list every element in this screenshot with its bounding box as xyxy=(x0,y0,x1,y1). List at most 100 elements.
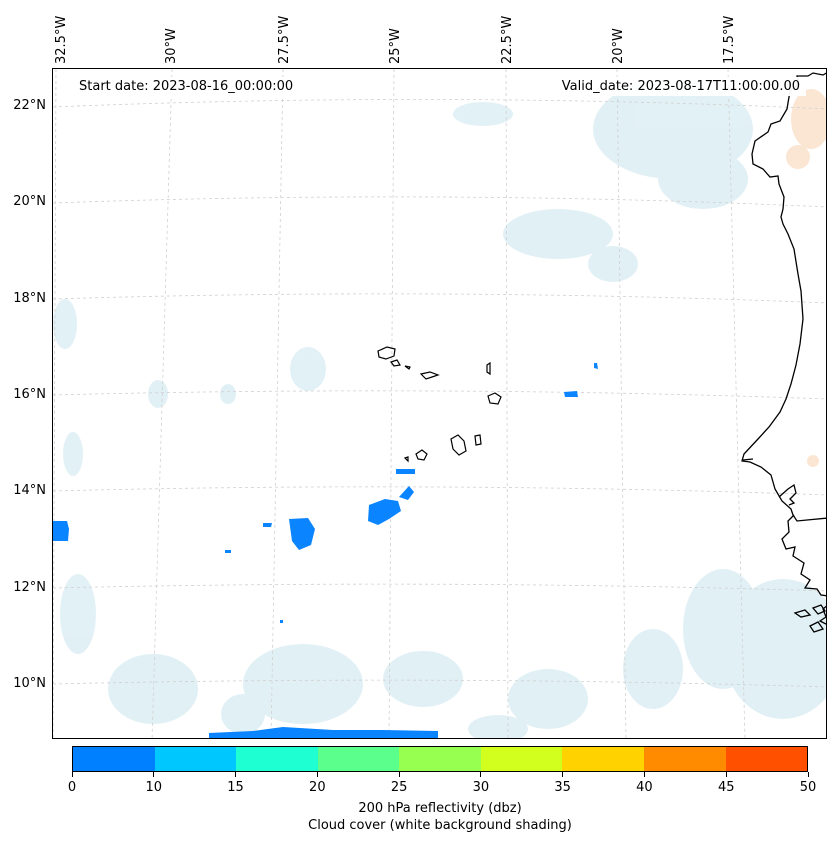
cloud-patch xyxy=(683,569,763,689)
lon-label-32-5w: 32.5°W xyxy=(54,15,69,64)
colorbar-subtitle: Cloud cover (white background shading) xyxy=(308,818,572,833)
colorbar-tick xyxy=(235,772,237,777)
coast-guinea xyxy=(818,605,826,625)
colorbar-title: 200 hPa reflectivity (dbz) xyxy=(358,801,522,816)
lon-label-20w: 20°W xyxy=(611,28,626,64)
colorbar xyxy=(72,746,808,772)
lat-label-18n: 18°N xyxy=(13,291,46,306)
reflectivity-cell xyxy=(594,363,598,369)
grid-lat xyxy=(53,679,826,688)
lon-label-22-5w: 22.5°W xyxy=(500,15,515,64)
colorbar-tick xyxy=(725,772,727,777)
cloud-patch xyxy=(383,651,463,707)
cloud-patch xyxy=(243,644,363,724)
grid-lon xyxy=(53,69,57,738)
colorbar-tick xyxy=(71,772,73,777)
grid-lat xyxy=(53,390,826,400)
island-maio xyxy=(474,434,482,446)
reflectivity-band xyxy=(209,727,438,738)
reflectivity-cell xyxy=(225,550,231,553)
lat-label-16n: 16°N xyxy=(13,387,46,402)
colorbar-segment xyxy=(399,747,481,771)
cloud-patch xyxy=(468,715,528,738)
colorbar-segment xyxy=(562,747,644,771)
coast-bijagos-1 xyxy=(793,609,812,618)
colorbar-tick xyxy=(480,772,482,777)
coast-mauritania-senegal xyxy=(741,72,826,522)
colorbar-tick-label: 35 xyxy=(554,780,571,795)
cloud-patch xyxy=(658,149,748,209)
colorbar-tick xyxy=(316,772,318,777)
island-santa-luzia xyxy=(404,365,411,370)
lat-label-10n: 10°N xyxy=(13,676,46,691)
lon-label-27-5w: 27.5°W xyxy=(277,15,292,64)
grid-lon xyxy=(270,69,284,738)
island-santiago xyxy=(450,434,467,456)
cloud-patch xyxy=(588,246,638,282)
colorbar-segment xyxy=(643,747,726,771)
island-boa-vista xyxy=(487,392,502,405)
island-fogo xyxy=(415,449,428,461)
lat-label-14n: 14°N xyxy=(13,483,46,498)
warm-patch xyxy=(786,145,810,169)
reflectivity-layer xyxy=(53,363,598,738)
start-date-label: Start date: 2023-08-16_00:00:00 xyxy=(73,77,300,96)
lat-label-20n: 20°N xyxy=(13,194,46,209)
grid-lat xyxy=(53,196,826,208)
grid-lon xyxy=(151,69,173,738)
island-outlines xyxy=(377,346,502,463)
cloud-patch xyxy=(623,629,683,709)
colorbar-segment xyxy=(317,747,400,771)
reflectivity-cell xyxy=(280,620,283,623)
map-panel: Start date: 2023-08-16_00:00:00 Valid_da… xyxy=(52,68,827,739)
island-sao-nicolau xyxy=(419,371,440,380)
colorbar-tick-label: 30 xyxy=(472,780,490,795)
reflectivity-cell xyxy=(368,499,401,525)
coast-bijagos-2 xyxy=(809,621,825,633)
graticule xyxy=(53,69,826,738)
island-sao-vicente xyxy=(390,359,401,367)
grid-lon xyxy=(727,69,746,738)
coast-cape-verde-peninsula xyxy=(742,458,754,461)
colorbar-tick-label: 20 xyxy=(309,780,326,795)
island-sal xyxy=(486,361,491,376)
grid-lat xyxy=(53,99,826,110)
cloud-patch xyxy=(221,694,265,734)
reflectivity-cell xyxy=(564,391,578,397)
grid-lat xyxy=(53,486,826,496)
colorbar-tick xyxy=(398,772,400,777)
valid-date-label: Valid_date: 2023-08-17T11:00:00.00 xyxy=(555,77,806,96)
cloud-patch xyxy=(53,299,77,349)
cloud-patch xyxy=(148,380,168,408)
warm-shading-layer xyxy=(786,89,826,467)
cloud-patch xyxy=(508,669,588,729)
reflectivity-cell xyxy=(263,523,272,527)
cloud-patch xyxy=(290,347,326,391)
lon-label-30w: 30°W xyxy=(164,28,179,64)
grid-lon xyxy=(505,69,509,738)
colorbar-segment xyxy=(236,747,318,771)
grid-lon xyxy=(616,69,627,738)
colorbar-tick-label: 40 xyxy=(636,780,653,795)
cloud-patch xyxy=(503,209,613,259)
lat-label-12n: 12°N xyxy=(13,580,46,595)
colorbar-tick-label: 10 xyxy=(145,780,163,795)
warm-patch xyxy=(791,89,826,149)
colorbar-tick-label: 25 xyxy=(390,780,408,795)
colorbar-tick-label: 0 xyxy=(67,780,77,795)
grid-lon xyxy=(388,69,395,738)
colorbar-tick-label: 15 xyxy=(227,780,244,795)
coastline-africa xyxy=(741,72,826,633)
colorbar-tick xyxy=(807,772,809,777)
warm-patch xyxy=(807,455,819,467)
cloud-patch xyxy=(63,432,83,476)
map-canvas xyxy=(53,69,826,738)
cloud-cover-layer xyxy=(53,79,826,738)
colorbar-tick-label: 50 xyxy=(799,780,817,795)
colorbar-segment xyxy=(73,747,155,771)
coast-bijagos-3 xyxy=(811,604,826,615)
grid-lat xyxy=(53,583,826,592)
grid-lat xyxy=(53,293,826,304)
reflectivity-cell xyxy=(289,518,315,550)
cloud-patch xyxy=(60,574,96,654)
